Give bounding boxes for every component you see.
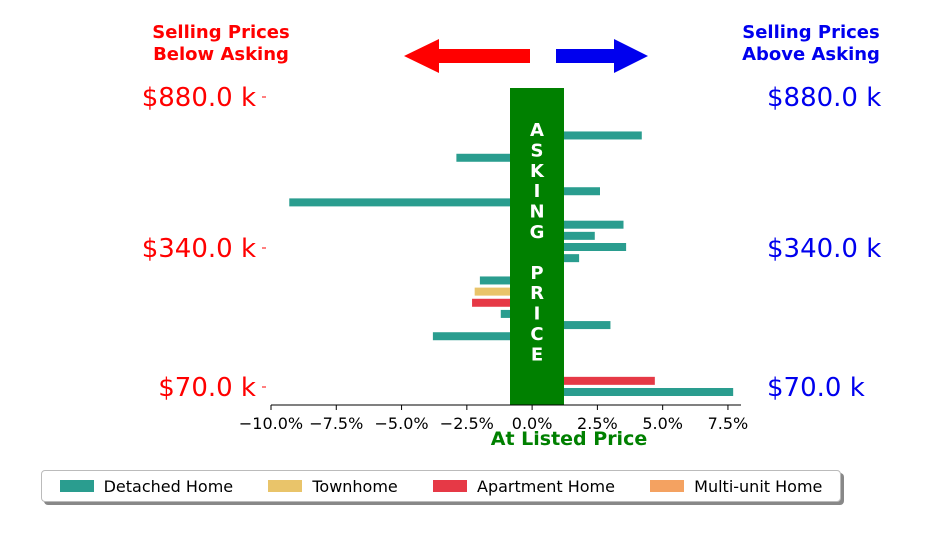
band-letter-9: I	[534, 304, 541, 325]
bar-9	[289, 198, 533, 207]
band-letter-7: P	[530, 263, 543, 284]
bar-20	[532, 321, 611, 330]
bar-16	[479, 276, 533, 285]
y-label-right-mid: $340.0 k	[767, 234, 881, 264]
y-label-left-mid: $340.0 k	[142, 234, 256, 264]
legend-label: Multi-unit Home	[694, 476, 823, 496]
x-tick-label-0: −10.0%	[239, 414, 303, 433]
legend-item-detached: Detached Home	[59, 476, 234, 496]
band-letter-2: K	[530, 161, 545, 182]
bar-11	[532, 220, 624, 229]
x-tick-label-2: −5.0%	[375, 414, 429, 433]
y-label-right-top: $880.0 k	[767, 83, 881, 113]
legend-label: Detached Home	[103, 476, 234, 496]
bar-26	[532, 388, 734, 396]
band-letter-3: I	[534, 181, 541, 202]
band-letter-8: R	[530, 283, 544, 304]
bar-3	[532, 131, 642, 140]
bar-21	[432, 332, 533, 341]
left-header-line-2: Below Asking	[153, 44, 289, 65]
band-letter-5: G	[530, 222, 545, 243]
y-label-left-top: $880.0 k	[142, 83, 256, 113]
x-tick-label-3: −2.5%	[440, 414, 494, 433]
bar-17	[474, 287, 533, 296]
asking-price-band	[510, 88, 564, 405]
bar-13	[532, 243, 627, 251]
legend-item-apartment: Apartment Home	[433, 477, 615, 496]
bar-25	[532, 376, 655, 385]
legend-swatch	[433, 480, 467, 492]
x-tick-label-5: 2.5%	[577, 414, 618, 433]
band-letter-0: A	[530, 120, 544, 141]
right-header-line-1: Selling Prices	[742, 22, 879, 43]
legend-swatch	[268, 480, 303, 492]
band-letter-10: C	[530, 324, 543, 345]
y-label-left-bottom: $70.0 k	[158, 373, 256, 403]
legend: Detached Home Townhome Apartment Home Mu…	[41, 470, 841, 502]
band-letter-1: S	[531, 140, 544, 161]
right-header-line-2: Above Asking	[742, 44, 880, 65]
x-tick-label-7: 7.5%	[708, 414, 749, 433]
y-label-right-bottom: $70.0 k	[767, 373, 865, 403]
bar-18	[472, 298, 533, 307]
x-tick-label-1: −7.5%	[309, 414, 363, 433]
legend-swatch	[650, 480, 685, 492]
x-tick-label-6: 5.0%	[642, 414, 683, 433]
legend-item-townhome: Townhome	[268, 476, 398, 496]
legend-swatch	[59, 480, 94, 492]
x-ticks: −10.0% −7.5% −5.0% −2.5% 0.0% 2.5% 5.0% 7.5%	[239, 405, 748, 433]
legend-label: Apartment Home	[477, 476, 615, 496]
x-tick-label-4: 0.0%	[512, 414, 553, 433]
legend-item-multi-unit: Multi-unit Home	[650, 477, 822, 496]
bar-5	[456, 153, 533, 162]
band-letter-11: E	[531, 344, 543, 365]
x-axis-label: At Listed Price	[491, 428, 647, 450]
band-letter-4: N	[529, 202, 544, 223]
left-header-line-1: Selling Prices	[152, 22, 289, 43]
right-arrow-icon	[556, 39, 648, 73]
left-arrow-icon	[404, 39, 530, 73]
legend-label: Townhome	[312, 476, 398, 496]
bar-8	[532, 187, 600, 196]
